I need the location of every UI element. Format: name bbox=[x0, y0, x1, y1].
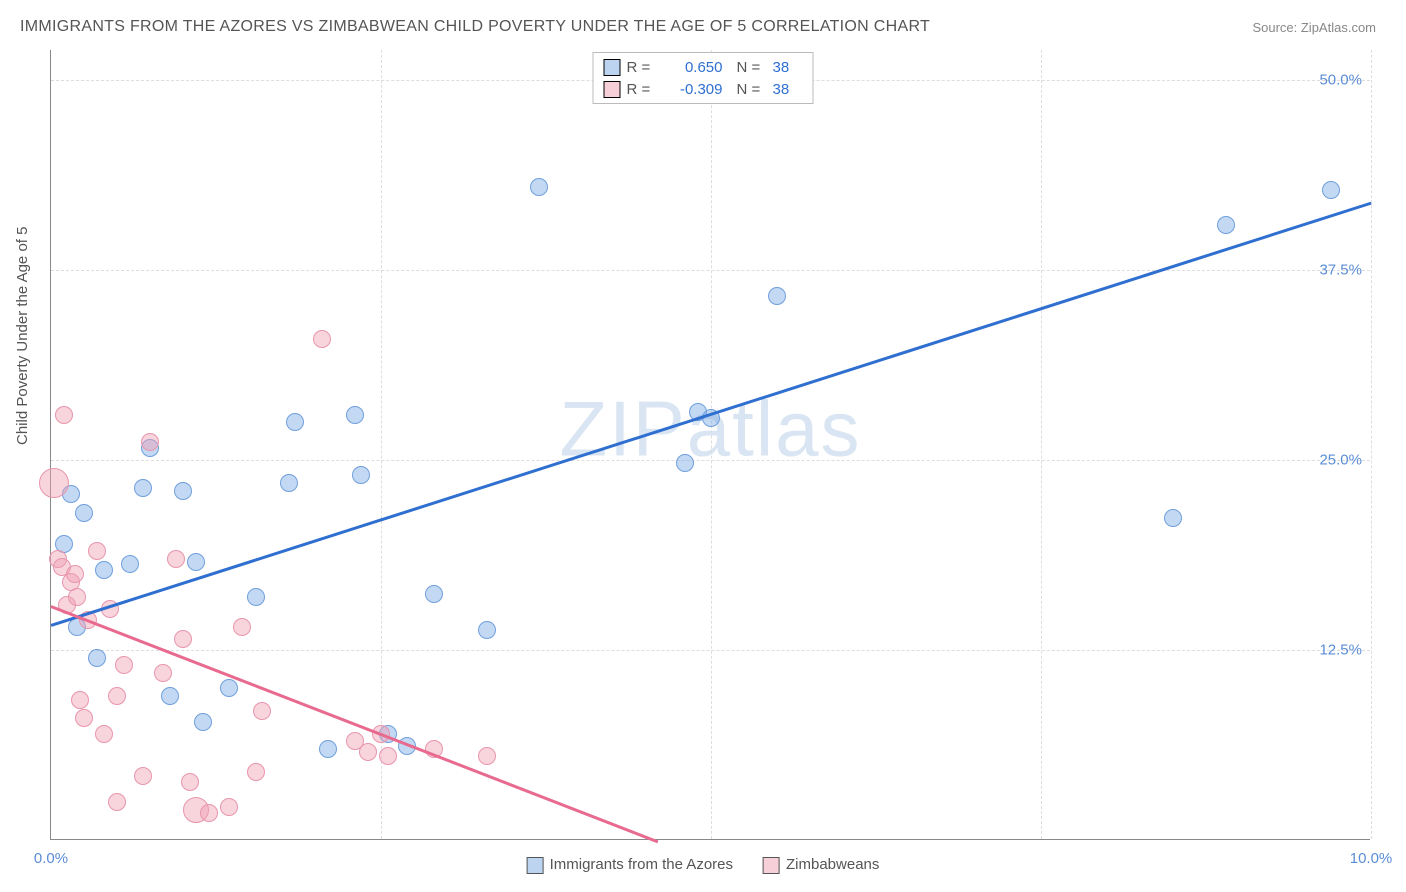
swatch-pink bbox=[763, 857, 780, 874]
point-zimbabwe bbox=[75, 709, 93, 727]
correlation-legend: R = 0.650 N = 38 R = -0.309 N = 38 bbox=[593, 52, 814, 104]
point-azores bbox=[1322, 181, 1340, 199]
point-zimbabwe bbox=[95, 725, 113, 743]
point-azores bbox=[134, 479, 152, 497]
n-label: N = bbox=[737, 59, 767, 76]
point-zimbabwe bbox=[220, 798, 238, 816]
point-zimbabwe bbox=[359, 743, 377, 761]
legend-row-zimbabwe: R = -0.309 N = 38 bbox=[604, 78, 803, 100]
point-azores bbox=[75, 504, 93, 522]
point-azores bbox=[247, 588, 265, 606]
swatch-blue bbox=[604, 59, 621, 76]
r-value-zimbabwe: -0.309 bbox=[663, 81, 723, 98]
point-azores bbox=[768, 287, 786, 305]
point-azores bbox=[161, 687, 179, 705]
n-label: N = bbox=[737, 81, 767, 98]
point-zimbabwe bbox=[247, 763, 265, 781]
point-zimbabwe bbox=[134, 767, 152, 785]
swatch-blue bbox=[527, 857, 544, 874]
x-tick-label: 10.0% bbox=[1350, 850, 1393, 867]
trend-line-zimbabwe bbox=[51, 605, 659, 843]
point-zimbabwe bbox=[88, 542, 106, 560]
point-azores bbox=[352, 466, 370, 484]
point-zimbabwe bbox=[115, 656, 133, 674]
point-zimbabwe bbox=[154, 664, 172, 682]
point-azores bbox=[121, 555, 139, 573]
r-value-azores: 0.650 bbox=[663, 59, 723, 76]
gridline-vertical bbox=[1041, 50, 1042, 839]
point-zimbabwe bbox=[313, 330, 331, 348]
legend-row-azores: R = 0.650 N = 38 bbox=[604, 56, 803, 78]
y-tick-label: 37.5% bbox=[1319, 262, 1362, 279]
point-azores bbox=[286, 413, 304, 431]
x-tick-label: 0.0% bbox=[34, 850, 68, 867]
point-zimbabwe bbox=[478, 747, 496, 765]
point-azores bbox=[1217, 216, 1235, 234]
y-tick-label: 25.0% bbox=[1319, 452, 1362, 469]
point-azores bbox=[280, 474, 298, 492]
legend-label-azores: Immigrants from the Azores bbox=[550, 856, 733, 873]
point-zimbabwe bbox=[68, 588, 86, 606]
point-zimbabwe bbox=[200, 804, 218, 822]
point-azores bbox=[194, 713, 212, 731]
y-tick-label: 50.0% bbox=[1319, 72, 1362, 89]
point-zimbabwe bbox=[233, 618, 251, 636]
point-zimbabwe bbox=[253, 702, 271, 720]
point-azores bbox=[425, 585, 443, 603]
swatch-pink bbox=[604, 81, 621, 98]
chart-title: IMMIGRANTS FROM THE AZORES VS ZIMBABWEAN… bbox=[20, 18, 930, 36]
series-legend: Immigrants from the Azores Zimbabweans bbox=[527, 856, 880, 874]
point-azores bbox=[95, 561, 113, 579]
n-value-zimbabwe: 38 bbox=[773, 81, 803, 98]
gridline-vertical bbox=[381, 50, 382, 839]
legend-item-azores: Immigrants from the Azores bbox=[527, 856, 733, 874]
point-zimbabwe bbox=[379, 747, 397, 765]
watermark-atlas: atlas bbox=[687, 384, 862, 472]
point-azores bbox=[174, 482, 192, 500]
r-label: R = bbox=[627, 81, 657, 98]
point-azores bbox=[1164, 509, 1182, 527]
point-azores bbox=[478, 621, 496, 639]
point-azores bbox=[346, 406, 364, 424]
point-zimbabwe bbox=[174, 630, 192, 648]
point-zimbabwe bbox=[181, 773, 199, 791]
gridline-vertical bbox=[1371, 50, 1372, 839]
point-zimbabwe bbox=[141, 433, 159, 451]
point-zimbabwe bbox=[167, 550, 185, 568]
n-value-azores: 38 bbox=[773, 59, 803, 76]
r-label: R = bbox=[627, 59, 657, 76]
legend-item-zimbabwe: Zimbabweans bbox=[763, 856, 879, 874]
point-azores bbox=[187, 553, 205, 571]
point-azores bbox=[319, 740, 337, 758]
point-azores bbox=[220, 679, 238, 697]
point-zimbabwe bbox=[55, 406, 73, 424]
y-axis-label: Child Poverty Under the Age of 5 bbox=[14, 227, 31, 445]
point-azores bbox=[88, 649, 106, 667]
gridline-vertical bbox=[711, 50, 712, 839]
point-azores bbox=[676, 454, 694, 472]
point-azores bbox=[530, 178, 548, 196]
scatter-plot-area: ZIPatlas 12.5%25.0%37.5%50.0%0.0%10.0% bbox=[50, 50, 1370, 840]
point-zimbabwe bbox=[39, 468, 69, 498]
point-zimbabwe bbox=[108, 793, 126, 811]
point-zimbabwe bbox=[71, 691, 89, 709]
legend-label-zimbabwe: Zimbabweans bbox=[786, 856, 879, 873]
point-zimbabwe bbox=[66, 565, 84, 583]
point-zimbabwe bbox=[108, 687, 126, 705]
y-tick-label: 12.5% bbox=[1319, 642, 1362, 659]
source-attribution: Source: ZipAtlas.com bbox=[1252, 20, 1376, 35]
